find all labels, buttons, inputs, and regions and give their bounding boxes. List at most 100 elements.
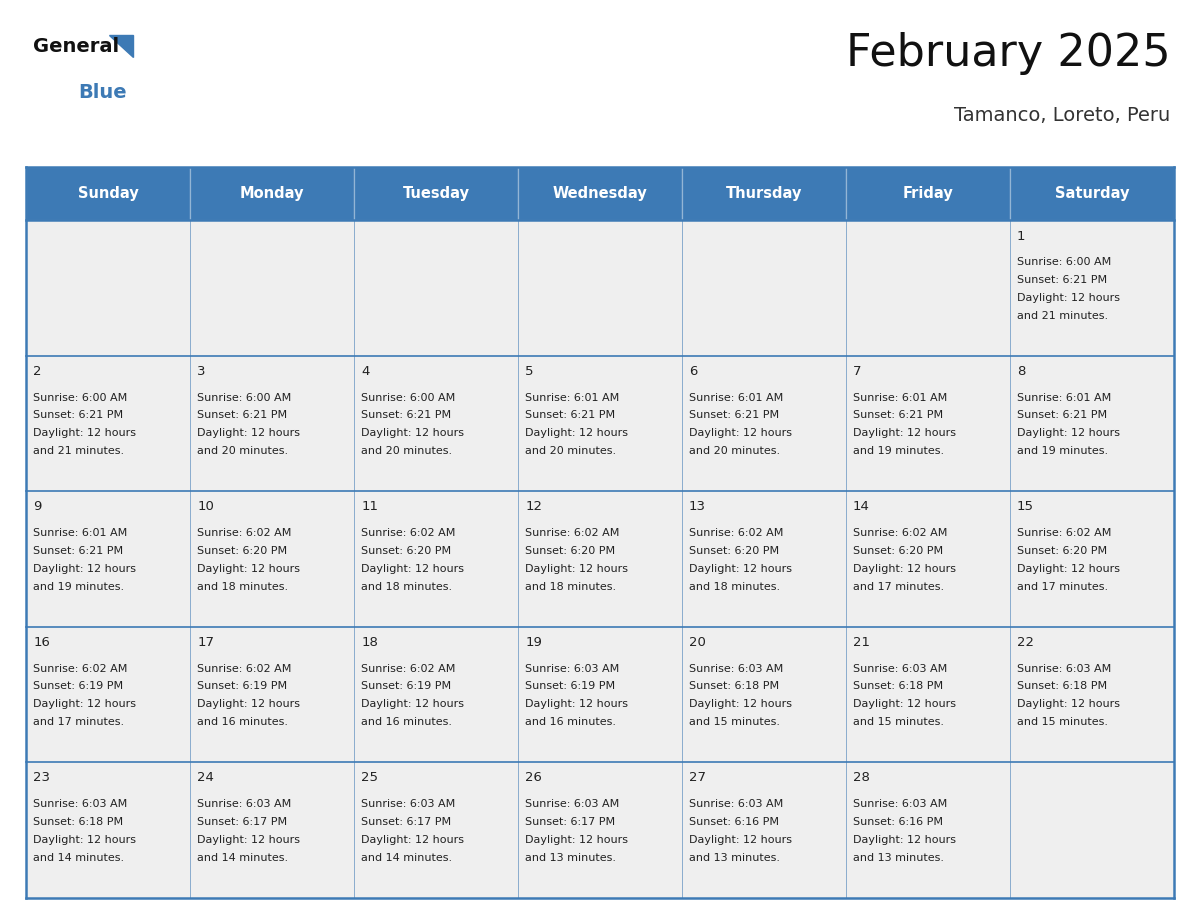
Text: Sunrise: 6:03 AM: Sunrise: 6:03 AM — [525, 799, 619, 809]
FancyBboxPatch shape — [26, 627, 190, 762]
Text: and 13 minutes.: and 13 minutes. — [853, 853, 944, 863]
Text: 21: 21 — [853, 636, 870, 649]
Text: Thursday: Thursday — [726, 186, 802, 201]
FancyBboxPatch shape — [1010, 762, 1174, 898]
Text: Sunset: 6:18 PM: Sunset: 6:18 PM — [1017, 681, 1107, 691]
FancyBboxPatch shape — [26, 762, 190, 898]
Text: Sunset: 6:16 PM: Sunset: 6:16 PM — [853, 817, 943, 827]
FancyBboxPatch shape — [354, 762, 518, 898]
FancyBboxPatch shape — [354, 167, 518, 220]
FancyBboxPatch shape — [354, 356, 518, 491]
Text: 23: 23 — [33, 771, 50, 785]
Text: Sunset: 6:17 PM: Sunset: 6:17 PM — [361, 817, 451, 827]
Text: Daylight: 12 hours: Daylight: 12 hours — [197, 564, 301, 574]
Text: and 15 minutes.: and 15 minutes. — [853, 717, 944, 727]
FancyBboxPatch shape — [26, 356, 190, 491]
Text: 10: 10 — [197, 500, 214, 513]
Text: and 18 minutes.: and 18 minutes. — [525, 582, 617, 592]
FancyBboxPatch shape — [846, 167, 1010, 220]
Text: Daylight: 12 hours: Daylight: 12 hours — [197, 834, 301, 845]
FancyBboxPatch shape — [354, 627, 518, 762]
Text: 26: 26 — [525, 771, 542, 785]
Text: and 14 minutes.: and 14 minutes. — [33, 853, 125, 863]
Text: Daylight: 12 hours: Daylight: 12 hours — [525, 564, 628, 574]
Text: Sunset: 6:17 PM: Sunset: 6:17 PM — [525, 817, 615, 827]
Text: Sunrise: 6:03 AM: Sunrise: 6:03 AM — [689, 664, 783, 674]
FancyBboxPatch shape — [682, 356, 846, 491]
Text: and 14 minutes.: and 14 minutes. — [197, 853, 289, 863]
FancyBboxPatch shape — [682, 220, 846, 356]
Text: Sunrise: 6:03 AM: Sunrise: 6:03 AM — [33, 799, 127, 809]
Text: 25: 25 — [361, 771, 378, 785]
FancyBboxPatch shape — [190, 356, 354, 491]
Text: 9: 9 — [33, 500, 42, 513]
FancyBboxPatch shape — [846, 491, 1010, 627]
FancyBboxPatch shape — [518, 356, 682, 491]
Text: Daylight: 12 hours: Daylight: 12 hours — [689, 834, 792, 845]
Text: Sunrise: 6:00 AM: Sunrise: 6:00 AM — [361, 393, 455, 402]
FancyBboxPatch shape — [518, 220, 682, 356]
Text: Daylight: 12 hours: Daylight: 12 hours — [33, 834, 137, 845]
Text: Sunset: 6:19 PM: Sunset: 6:19 PM — [525, 681, 615, 691]
Text: and 15 minutes.: and 15 minutes. — [689, 717, 781, 727]
Text: Sunset: 6:21 PM: Sunset: 6:21 PM — [1017, 275, 1107, 285]
Text: Tuesday: Tuesday — [403, 186, 469, 201]
Text: Daylight: 12 hours: Daylight: 12 hours — [1017, 293, 1120, 303]
Text: Daylight: 12 hours: Daylight: 12 hours — [689, 700, 792, 710]
FancyBboxPatch shape — [518, 491, 682, 627]
FancyBboxPatch shape — [682, 627, 846, 762]
FancyBboxPatch shape — [354, 491, 518, 627]
FancyBboxPatch shape — [682, 167, 846, 220]
Text: and 18 minutes.: and 18 minutes. — [361, 582, 453, 592]
Text: Sunset: 6:18 PM: Sunset: 6:18 PM — [33, 817, 124, 827]
Text: Sunrise: 6:02 AM: Sunrise: 6:02 AM — [525, 528, 619, 538]
Text: Daylight: 12 hours: Daylight: 12 hours — [689, 429, 792, 438]
Text: and 14 minutes.: and 14 minutes. — [361, 853, 453, 863]
Text: 22: 22 — [1017, 636, 1034, 649]
Text: 12: 12 — [525, 500, 542, 513]
Text: and 17 minutes.: and 17 minutes. — [853, 582, 944, 592]
Text: and 19 minutes.: and 19 minutes. — [1017, 446, 1108, 456]
Text: Daylight: 12 hours: Daylight: 12 hours — [525, 429, 628, 438]
Text: 15: 15 — [1017, 500, 1034, 513]
Text: Sunrise: 6:01 AM: Sunrise: 6:01 AM — [525, 393, 619, 402]
Text: Sunrise: 6:03 AM: Sunrise: 6:03 AM — [853, 799, 947, 809]
Text: 28: 28 — [853, 771, 870, 785]
Text: Sunset: 6:20 PM: Sunset: 6:20 PM — [689, 546, 779, 556]
Text: Daylight: 12 hours: Daylight: 12 hours — [525, 834, 628, 845]
Text: Daylight: 12 hours: Daylight: 12 hours — [33, 429, 137, 438]
Text: Friday: Friday — [903, 186, 953, 201]
Text: and 21 minutes.: and 21 minutes. — [33, 446, 125, 456]
Text: 7: 7 — [853, 365, 861, 378]
FancyBboxPatch shape — [1010, 627, 1174, 762]
Text: Sunset: 6:19 PM: Sunset: 6:19 PM — [33, 681, 124, 691]
FancyBboxPatch shape — [846, 220, 1010, 356]
Text: Sunset: 6:20 PM: Sunset: 6:20 PM — [525, 546, 615, 556]
Text: Sunset: 6:21 PM: Sunset: 6:21 PM — [853, 410, 943, 420]
Text: Sunset: 6:19 PM: Sunset: 6:19 PM — [361, 681, 451, 691]
Text: Daylight: 12 hours: Daylight: 12 hours — [361, 834, 465, 845]
Text: Sunset: 6:21 PM: Sunset: 6:21 PM — [197, 410, 287, 420]
Text: Sunrise: 6:00 AM: Sunrise: 6:00 AM — [197, 393, 291, 402]
Text: Sunrise: 6:02 AM: Sunrise: 6:02 AM — [361, 664, 455, 674]
FancyBboxPatch shape — [1010, 167, 1174, 220]
Text: Daylight: 12 hours: Daylight: 12 hours — [197, 700, 301, 710]
Text: Sunday: Sunday — [77, 186, 139, 201]
Text: 13: 13 — [689, 500, 706, 513]
Text: Daylight: 12 hours: Daylight: 12 hours — [525, 700, 628, 710]
Text: 20: 20 — [689, 636, 706, 649]
Text: Sunrise: 6:03 AM: Sunrise: 6:03 AM — [525, 664, 619, 674]
Text: Sunset: 6:18 PM: Sunset: 6:18 PM — [853, 681, 943, 691]
Text: Sunset: 6:18 PM: Sunset: 6:18 PM — [689, 681, 779, 691]
Text: Sunset: 6:21 PM: Sunset: 6:21 PM — [689, 410, 779, 420]
FancyBboxPatch shape — [26, 220, 190, 356]
Text: Sunrise: 6:00 AM: Sunrise: 6:00 AM — [33, 393, 127, 402]
Text: and 15 minutes.: and 15 minutes. — [1017, 717, 1108, 727]
Text: and 16 minutes.: and 16 minutes. — [361, 717, 453, 727]
FancyBboxPatch shape — [518, 762, 682, 898]
Text: Sunrise: 6:03 AM: Sunrise: 6:03 AM — [361, 799, 455, 809]
FancyBboxPatch shape — [1010, 356, 1174, 491]
Text: Sunset: 6:21 PM: Sunset: 6:21 PM — [33, 546, 124, 556]
Text: 27: 27 — [689, 771, 706, 785]
Text: and 18 minutes.: and 18 minutes. — [197, 582, 289, 592]
